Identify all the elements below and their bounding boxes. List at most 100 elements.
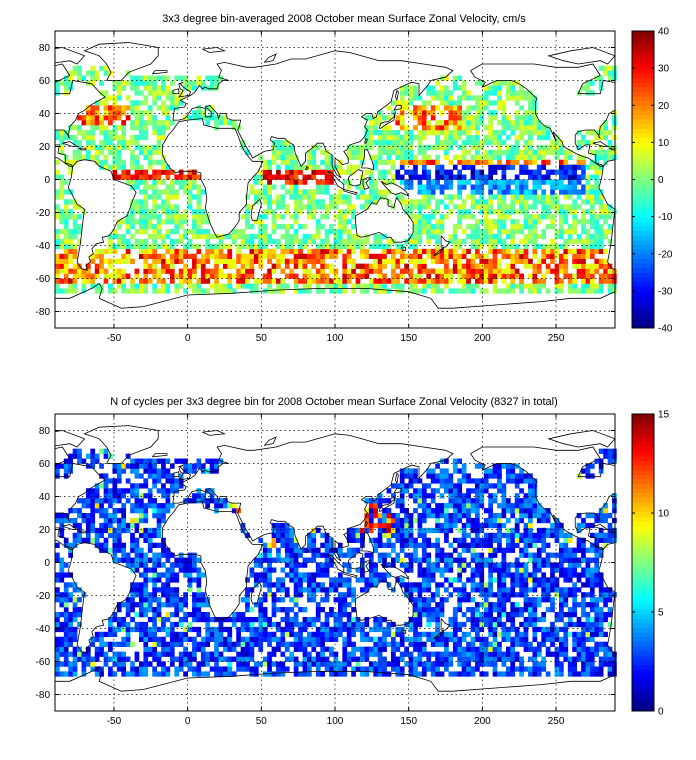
bin-cell [408,90,414,96]
bin-cell [293,552,299,558]
bin-cell [320,169,325,175]
bin-cell [607,139,613,146]
bin-cell [386,631,392,638]
bin-cell [408,95,414,101]
bin-cell [147,527,153,534]
bin-cell [452,174,458,180]
bin-cell [417,621,423,628]
bin-cell [435,164,440,170]
bin-cell [554,169,560,175]
bin-cell [364,666,370,672]
bin-cell [121,508,127,514]
bin-cell [276,194,281,200]
bin-cell [85,651,91,657]
bin-cell [311,641,317,647]
bin-cell [475,179,480,185]
bin-cell [408,671,414,677]
bin-cell [391,483,396,489]
bin-cell [581,224,586,230]
bin-cell [417,616,423,623]
bin-cell [377,253,383,259]
bin-cell [439,110,445,116]
bin-cell [55,169,60,175]
bin-cell [333,238,339,245]
bin-cell [214,268,219,274]
bin-cell [72,636,78,642]
bin-cell [320,199,325,205]
bin-cell [143,607,149,613]
bin-cell [108,488,113,494]
bin-cell [373,115,379,121]
bin-cell [342,258,348,264]
bin-cell [576,258,582,264]
bin-cell [139,278,144,284]
bin-cell [594,263,600,269]
y-tick-label: -20 [36,208,51,219]
bin-cell [337,189,343,195]
bin-cell [457,100,463,106]
bin-cell [550,199,555,205]
bin-cell [421,169,427,175]
bin-cell [488,238,493,245]
bin-cell [488,120,493,126]
bin-cell [169,169,175,175]
bin-cell [55,258,60,264]
bin-cell [426,90,432,96]
bin-cell [284,154,290,160]
bin-cell [382,656,387,662]
bin-cell [139,582,144,588]
bin-cell [382,636,387,642]
bin-cell [293,671,299,677]
bin-cell [536,233,542,240]
bin-cell [262,621,268,628]
bin-cell [293,233,299,240]
bin-cell [178,100,184,106]
bin-cell [320,636,325,642]
bin-cell [360,204,365,210]
bin-cell [200,498,206,504]
bin-cell [258,194,264,200]
bin-cell [72,631,78,638]
bin-cell [466,179,471,185]
bin-cell [523,90,529,96]
bin-cell [426,567,432,573]
bin-cell [116,498,122,504]
bin-cell [435,90,440,96]
bin-cell [360,243,365,250]
bin-cell [426,278,432,284]
bin-cell [404,169,409,175]
bin-cell [435,199,440,205]
bin-cell [488,154,493,160]
bin-cell [364,582,370,588]
bin-cell [161,278,166,284]
bin-cell [165,651,171,657]
bin-cell [81,278,87,284]
bin-cell [152,592,157,598]
bin-cell [169,478,175,484]
bin-cell [612,75,617,81]
bin-cell [320,263,325,269]
bin-cell [192,253,197,259]
coastline [608,147,615,151]
bin-cell [426,656,432,662]
bin-cell [103,453,109,459]
bin-cell [435,204,440,210]
bin-cell [63,134,69,141]
bin-cell [112,110,118,116]
bin-cell [382,557,387,563]
bin-cell [192,468,197,474]
bin-cell [461,120,467,126]
bin-cell [559,243,564,250]
bin-cell [373,671,379,677]
bin-cell [311,636,317,642]
bin-cell [360,179,365,185]
bin-cell [408,130,414,136]
bin-cell [466,224,471,230]
bin-cell [156,278,162,284]
bin-cell [165,268,171,274]
bin-cell [298,263,303,269]
coastline [452,291,615,309]
bin-cell [408,288,414,294]
bin-cell [143,483,149,489]
bin-cell [408,513,414,519]
